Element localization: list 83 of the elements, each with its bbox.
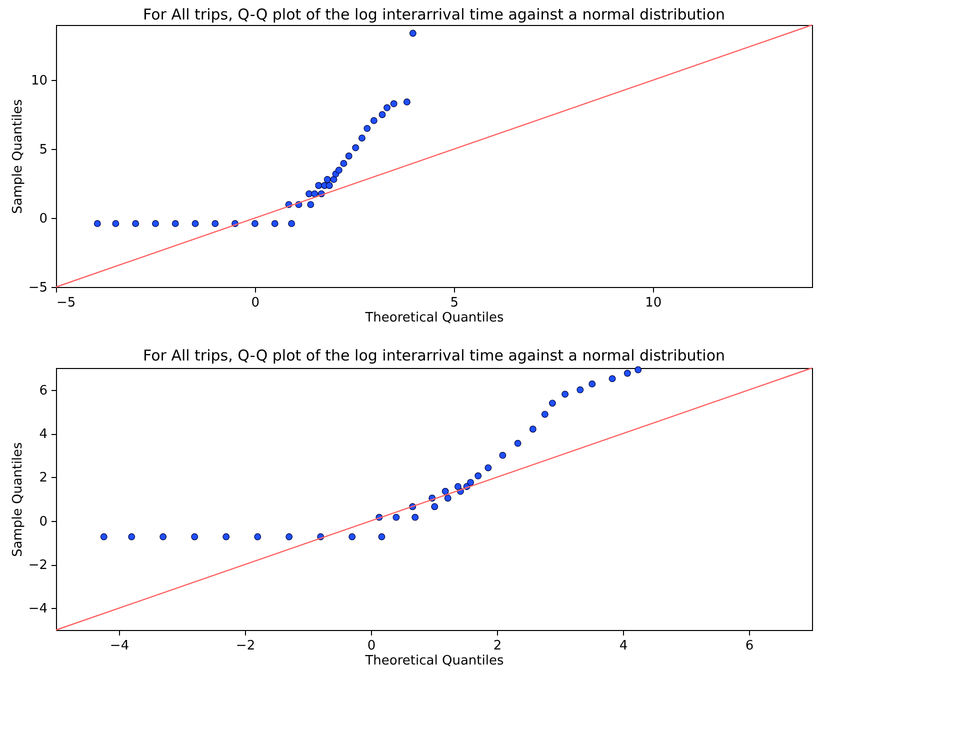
point bbox=[212, 220, 219, 228]
point bbox=[222, 533, 230, 540]
point bbox=[412, 514, 419, 521]
point bbox=[370, 117, 378, 124]
point bbox=[378, 533, 386, 540]
y-tick-label: 6 bbox=[39, 383, 48, 398]
point bbox=[484, 464, 492, 472]
point bbox=[345, 152, 352, 160]
point bbox=[624, 370, 631, 377]
y-tick-label: −2 bbox=[28, 558, 48, 573]
point bbox=[548, 400, 556, 407]
point bbox=[364, 124, 371, 132]
x-tick-label: 0 bbox=[367, 638, 376, 654]
point bbox=[132, 220, 140, 228]
point bbox=[403, 98, 410, 106]
point bbox=[444, 494, 452, 502]
y-tick-label: 5 bbox=[39, 142, 48, 158]
point bbox=[499, 452, 506, 459]
y-tick-label: 4 bbox=[39, 427, 48, 442]
point bbox=[431, 503, 438, 510]
point bbox=[311, 190, 318, 198]
point bbox=[529, 426, 536, 433]
point bbox=[254, 533, 262, 540]
point bbox=[562, 390, 568, 398]
point bbox=[191, 533, 198, 540]
point bbox=[467, 478, 474, 486]
point bbox=[352, 144, 360, 152]
x-tick-label: −5 bbox=[56, 296, 76, 310]
point bbox=[128, 533, 136, 540]
point bbox=[251, 220, 258, 228]
x-tick-label: 10 bbox=[645, 296, 662, 310]
x-tick-label: 0 bbox=[251, 296, 260, 310]
x-tick-label: 5 bbox=[450, 296, 459, 310]
y-tick-label: 0 bbox=[39, 514, 48, 530]
point bbox=[160, 533, 167, 540]
point bbox=[100, 533, 108, 540]
point bbox=[172, 220, 179, 228]
point bbox=[192, 220, 199, 228]
point bbox=[454, 483, 462, 490]
point bbox=[409, 30, 416, 37]
point bbox=[94, 220, 101, 228]
point bbox=[288, 220, 296, 228]
y-tick-label: 2 bbox=[39, 470, 48, 486]
chart-title: For All trips, Q-Q plot of the log interarrival time against a normal distribution bbox=[142, 5, 726, 24]
chart-title: For All trips, Q-Q plot of the log interarrival time against a normal distribution bbox=[142, 346, 726, 364]
point bbox=[271, 220, 278, 228]
point bbox=[326, 182, 333, 189]
x-tick-label: 4 bbox=[619, 638, 628, 654]
point bbox=[514, 440, 522, 447]
point bbox=[330, 176, 338, 183]
point bbox=[392, 514, 400, 521]
point bbox=[340, 160, 348, 167]
x-axis-title: Theoretical Quantiles bbox=[364, 310, 504, 326]
point bbox=[335, 166, 342, 174]
point bbox=[474, 472, 482, 480]
point bbox=[634, 366, 642, 374]
point bbox=[384, 104, 391, 112]
point bbox=[286, 533, 293, 540]
point bbox=[152, 220, 159, 228]
point bbox=[358, 134, 366, 142]
point bbox=[442, 488, 449, 495]
x-tick-label: −4 bbox=[110, 638, 130, 654]
y-tick-label: −4 bbox=[28, 602, 48, 617]
x-tick-label: 6 bbox=[745, 638, 754, 654]
y-axis-title: Sample Quantiles bbox=[10, 98, 26, 214]
point bbox=[324, 176, 331, 183]
point bbox=[112, 220, 120, 228]
x-axis-title: Theoretical Quantiles bbox=[364, 654, 504, 668]
y-tick-label: 0 bbox=[39, 212, 48, 227]
point bbox=[307, 201, 314, 208]
point bbox=[378, 111, 386, 118]
point bbox=[390, 100, 398, 108]
x-tick-label: 2 bbox=[493, 638, 502, 654]
point bbox=[348, 533, 356, 540]
y-axis-title: Sample Quantiles bbox=[10, 442, 26, 557]
y-tick-label: 10 bbox=[30, 74, 48, 89]
y-tick-label: −5 bbox=[28, 280, 48, 296]
point bbox=[588, 380, 596, 388]
point bbox=[315, 182, 322, 189]
point bbox=[541, 410, 548, 418]
point bbox=[576, 386, 584, 394]
point bbox=[608, 375, 616, 382]
x-tick-label: −2 bbox=[236, 638, 256, 654]
